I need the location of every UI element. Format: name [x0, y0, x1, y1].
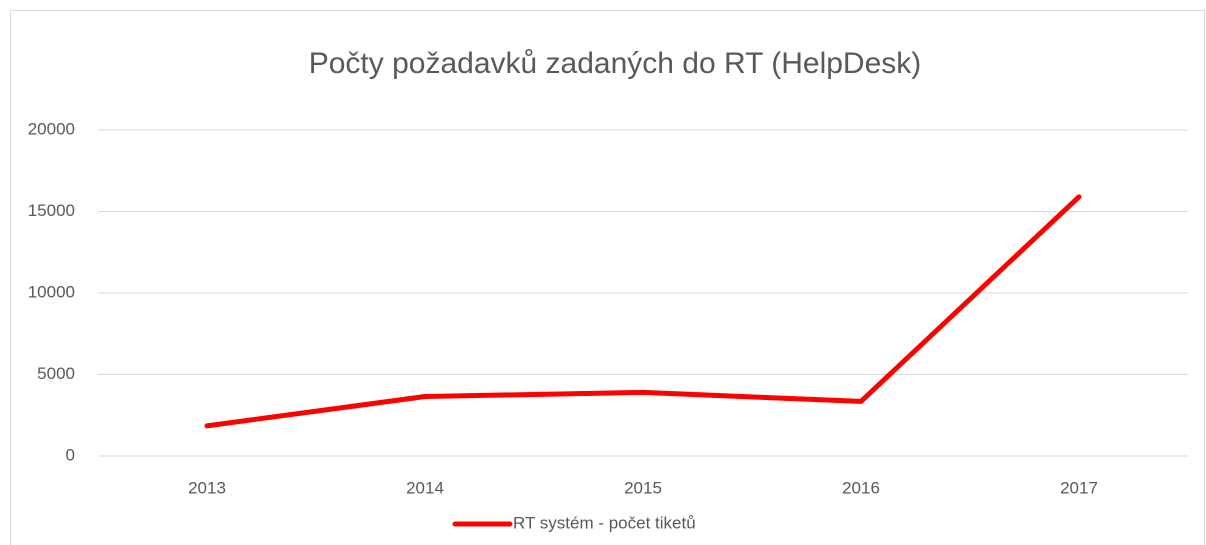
legend-label: RT systém - počet tiketů	[513, 513, 696, 532]
x-tick-label: 2017	[1060, 478, 1098, 497]
x-tick-label: 2014	[406, 478, 444, 497]
data-line	[204, 194, 1082, 429]
chart-title: Počty požadavků zadaných do RT (HelpDesk…	[309, 47, 922, 80]
x-tick-label: 2016	[842, 478, 880, 497]
y-tick-label: 0	[66, 445, 75, 464]
chart-frame	[10, 10, 1205, 545]
x-tick-label: 2015	[624, 478, 662, 497]
y-tick-label: 10000	[28, 282, 75, 301]
y-tick-label: 15000	[28, 201, 75, 220]
x-tick-label: 2013	[188, 478, 226, 497]
y-tick-label: 5000	[37, 364, 75, 383]
y-tick-label: 20000	[28, 119, 75, 138]
